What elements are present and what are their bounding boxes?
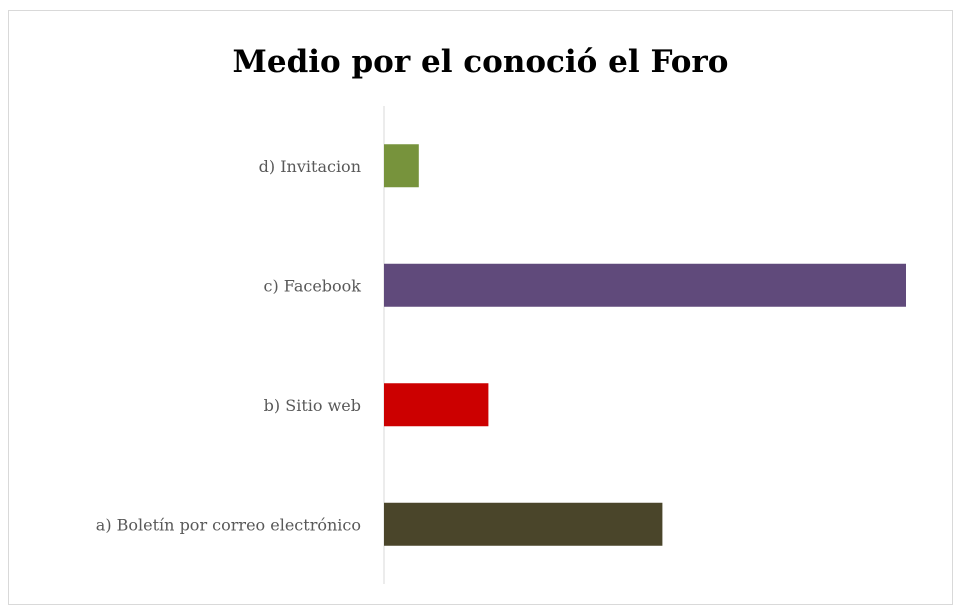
category-label-1: a) Boletín por correo electrónico bbox=[96, 515, 361, 534]
category-label-2: b) Sitio web bbox=[264, 396, 361, 415]
category-label-3: c) Facebook bbox=[264, 276, 362, 295]
category-label-4: d) Invitacion bbox=[259, 157, 361, 176]
bar-3 bbox=[384, 263, 906, 307]
chart-title: Medio por el conoció el Foro bbox=[232, 44, 729, 80]
bar-2 bbox=[384, 383, 489, 427]
bar-1 bbox=[384, 502, 663, 546]
bar-4 bbox=[384, 144, 419, 188]
